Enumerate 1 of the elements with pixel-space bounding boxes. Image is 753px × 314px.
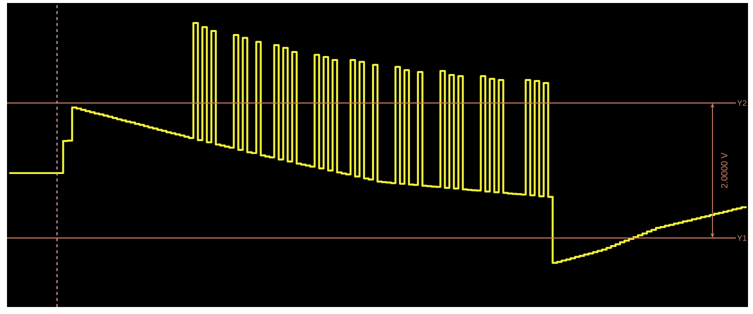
annotation: 2.0000 V [721,152,728,188]
